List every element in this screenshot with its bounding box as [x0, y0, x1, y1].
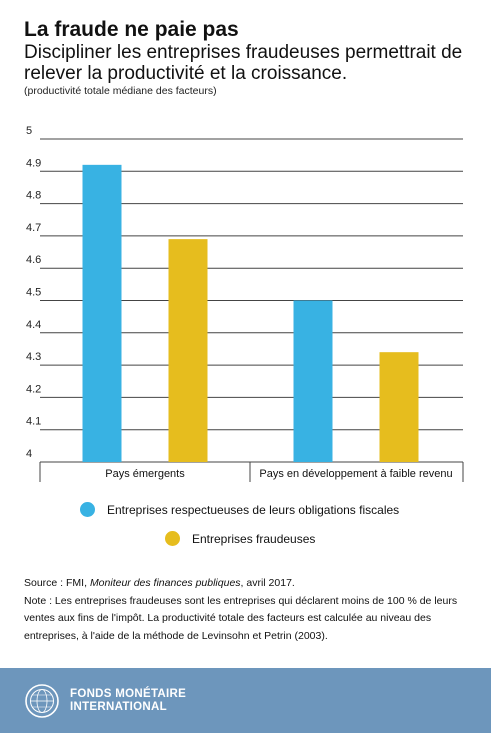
bar — [379, 352, 419, 462]
bar — [293, 300, 333, 462]
legend-item-compliant: Entreprises respectueuses de leurs oblig… — [80, 502, 399, 517]
source-line: Source : FMI, Moniteur des finances publ… — [24, 575, 474, 593]
y-tick-label: 4.8 — [26, 190, 41, 202]
y-tick-label: 4 — [26, 448, 32, 460]
y-tick-label: 4.5 — [26, 287, 41, 299]
x-category-label: Pays en développement à faible revenu — [259, 468, 452, 480]
source-note: Source : FMI, Moniteur des finances publ… — [24, 575, 474, 645]
organization-name: FONDS MONÉTAIRE INTERNATIONAL — [70, 688, 186, 714]
bar — [82, 164, 122, 462]
y-axis-note: (productivité totale médiane des facteur… — [24, 85, 217, 97]
legend-item-fraudulent: Entreprises fraudeuses — [165, 531, 315, 546]
bar-chart: 4 4.1 4.2 4.3 4.4 4.5 4.6 4.7 4.8 4.9 5 Pays émerge… — [26, 125, 464, 482]
legend-swatch-compliant — [80, 502, 95, 517]
chart-title: La fraude ne paie pas — [24, 18, 239, 41]
x-category-label: Pays émergents — [105, 468, 185, 480]
y-tick-label: 4.9 — [26, 157, 41, 169]
y-tick-label: 4.4 — [26, 319, 41, 331]
source-suffix: , avril 2017. — [240, 577, 295, 589]
y-tick-label: 4.2 — [26, 383, 41, 395]
org-line-1: FONDS MONÉTAIRE — [70, 687, 187, 700]
legend-swatch-fraudulent — [165, 531, 180, 546]
source-prefix: Source : FMI, — [24, 577, 90, 589]
source-publication: Moniteur des finances publiques — [89, 577, 241, 589]
bar — [168, 239, 208, 462]
y-tick-label: 4.3 — [26, 351, 41, 363]
footer-bar: FONDS MONÉTAIRE INTERNATIONAL — [0, 668, 491, 733]
legend-label-fraudulent: Entreprises fraudeuses — [192, 531, 316, 546]
note-text: Note : Les entreprises fraudeuses sont l… — [24, 594, 458, 642]
imf-seal-icon — [25, 683, 59, 718]
y-tick-label: 5 — [26, 125, 32, 137]
y-tick-label: 4.6 — [26, 254, 41, 266]
y-tick-label: 4.7 — [26, 222, 41, 234]
org-line-2: INTERNATIONAL — [70, 700, 167, 713]
y-tick-label: 4.1 — [26, 416, 41, 428]
legend-label-compliant: Entreprises respectueuses de leurs oblig… — [107, 502, 400, 517]
chart-subtitle: Discipliner les entreprises fraudeuses p… — [24, 42, 463, 84]
